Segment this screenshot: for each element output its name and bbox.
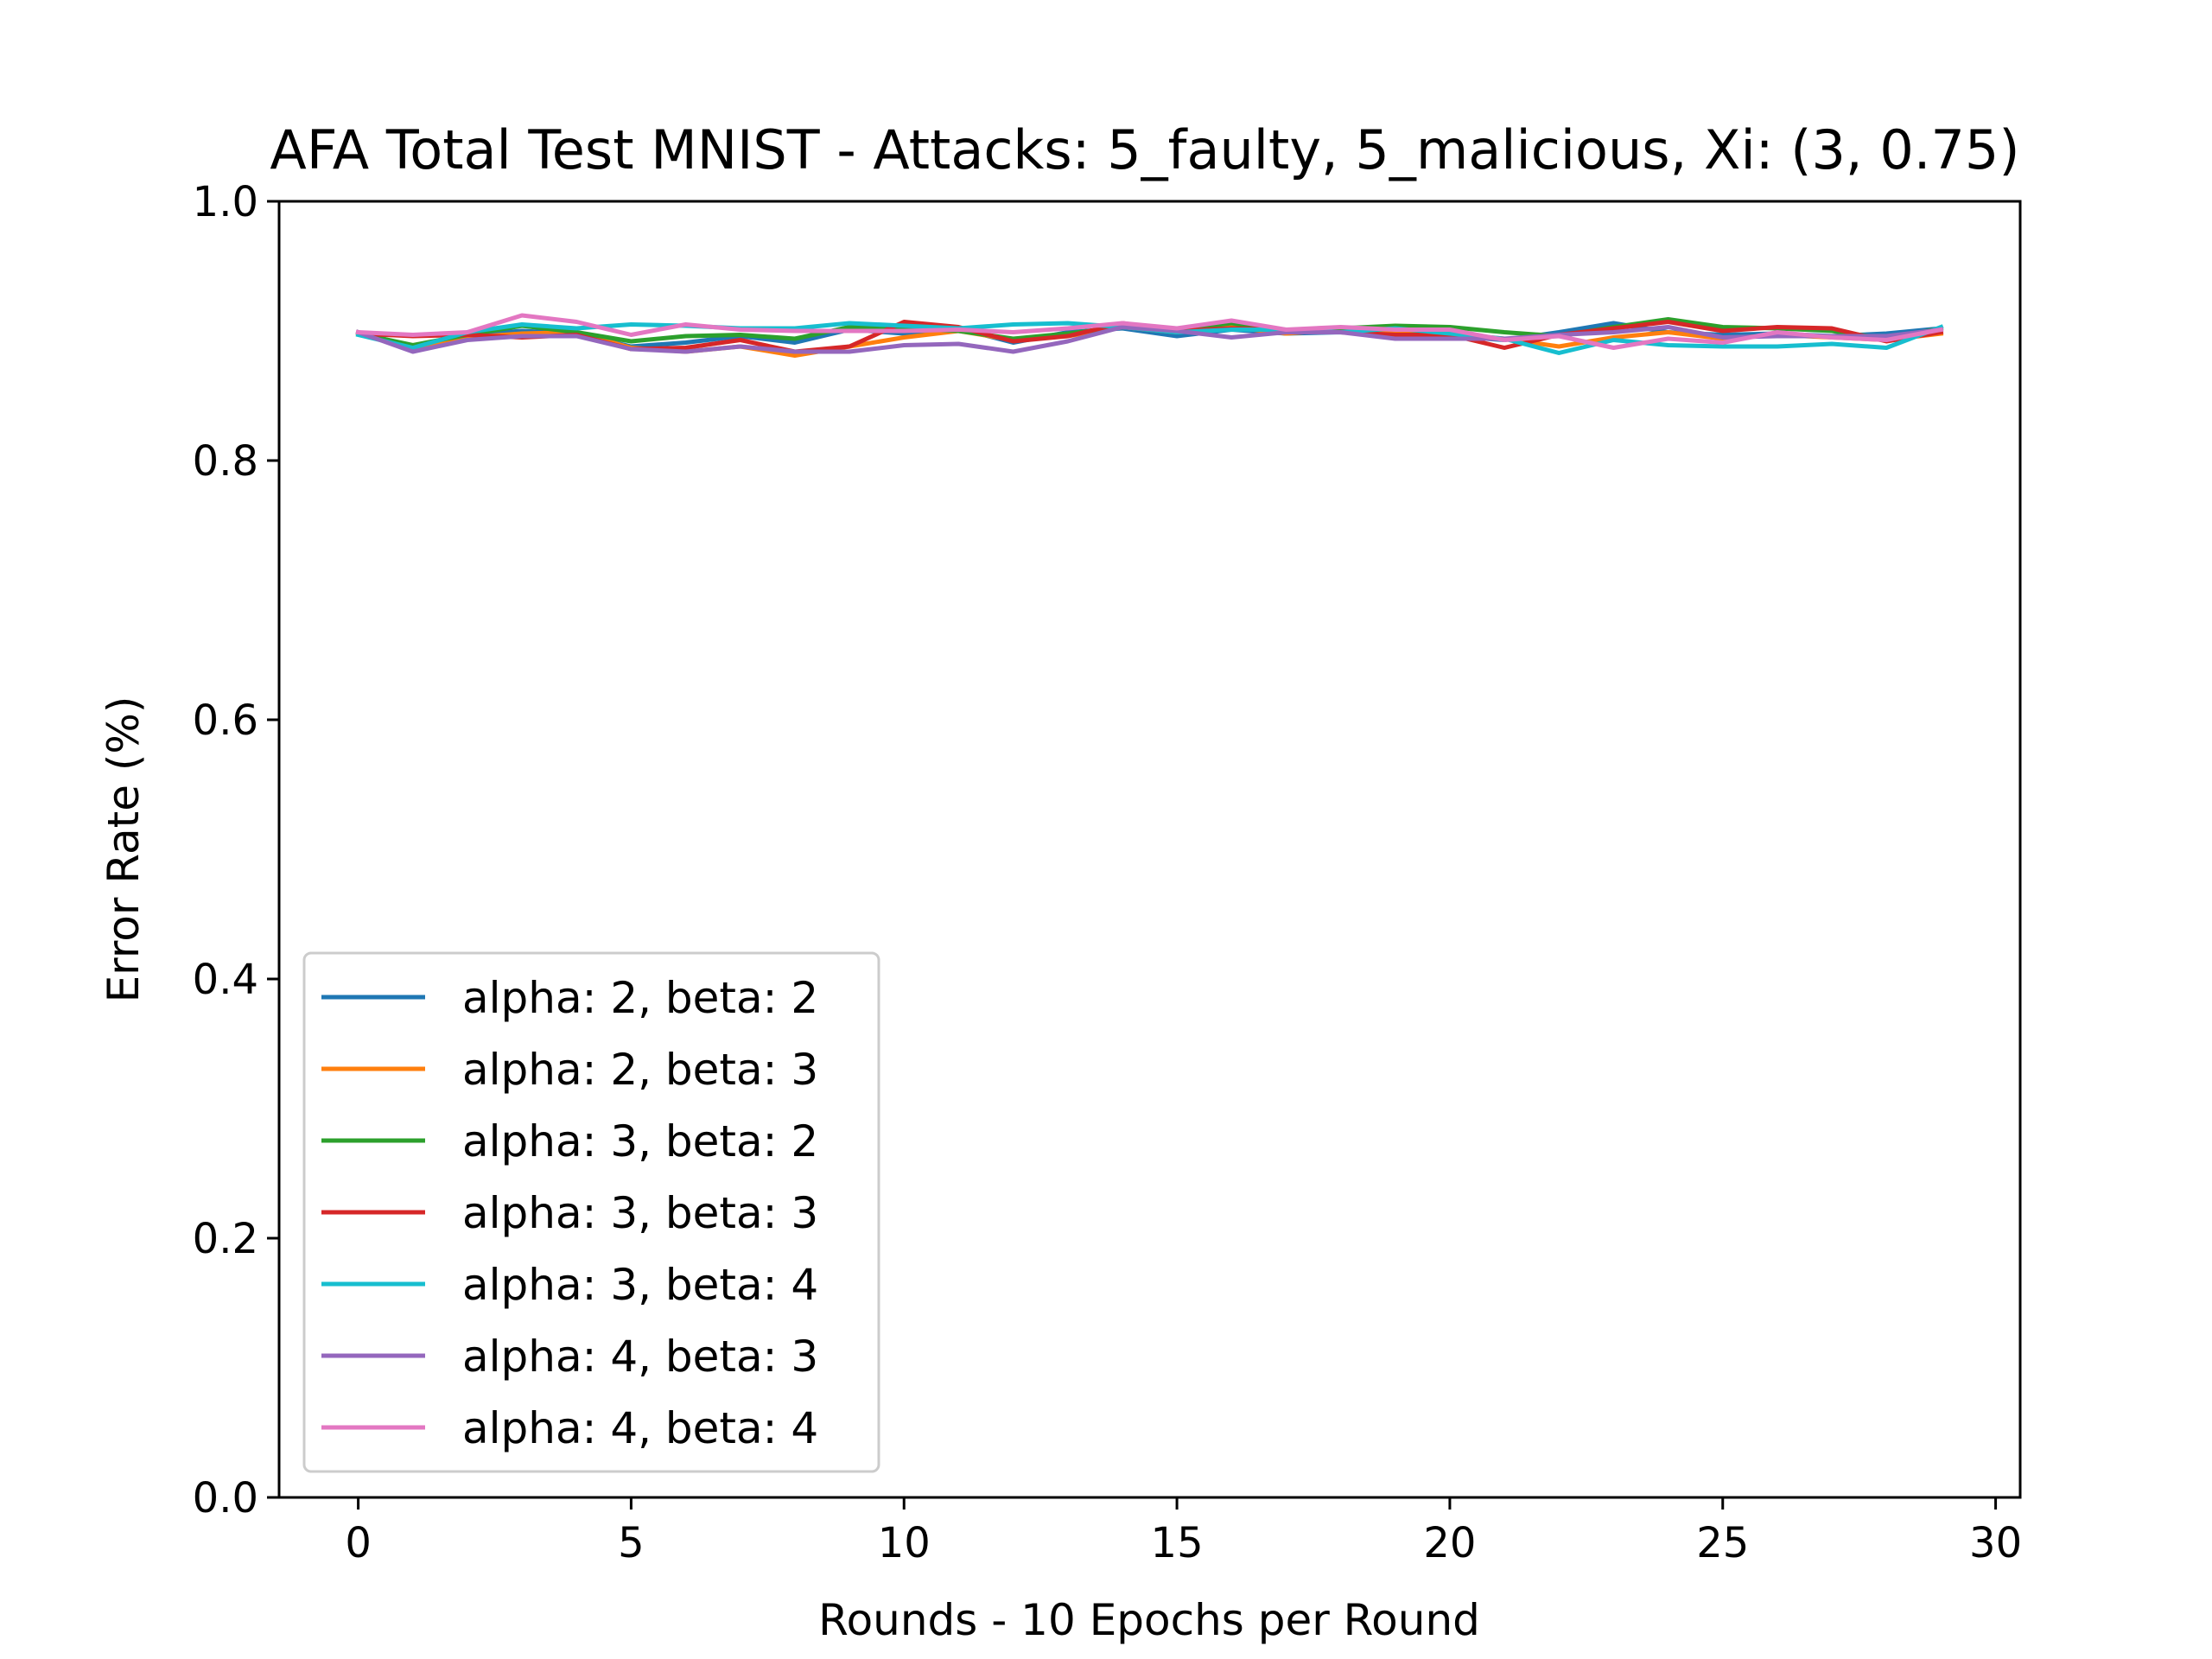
x-axis-label: Rounds - 10 Epochs per Round bbox=[818, 1595, 1480, 1645]
legend-box bbox=[302, 951, 880, 1473]
y-tick-label: 0.8 bbox=[193, 437, 258, 486]
legend: alpha: 2, beta: 2 alpha: 2, beta: 3 alpha:… bbox=[302, 951, 880, 1473]
series-layer bbox=[355, 313, 1944, 358]
x-tick-label: 30 bbox=[1969, 1519, 2022, 1567]
y-axis-ticks: 0.0 0.2 0.4 0.6 0.8 1.0 bbox=[193, 178, 279, 1522]
legend-label: alpha: 4, beta: 4 bbox=[462, 1403, 818, 1453]
x-tick-label: 20 bbox=[1423, 1519, 1476, 1567]
x-tick-label: 5 bbox=[618, 1519, 645, 1567]
x-tick-label: 0 bbox=[345, 1519, 372, 1567]
legend-label: alpha: 3, beta: 4 bbox=[462, 1260, 818, 1310]
x-tick-label: 25 bbox=[1696, 1519, 1749, 1567]
x-tick-label: 15 bbox=[1151, 1519, 1204, 1567]
y-tick-label: 0.2 bbox=[193, 1215, 258, 1263]
x-axis-ticks: 0 5 10 15 20 25 30 bbox=[345, 1497, 2022, 1567]
y-tick-label: 0.0 bbox=[193, 1474, 258, 1522]
legend-label: alpha: 3, beta: 3 bbox=[462, 1188, 818, 1238]
legend-label: alpha: 2, beta: 2 bbox=[462, 973, 818, 1023]
series-line-6 bbox=[355, 325, 1944, 354]
legend-label: alpha: 4, beta: 3 bbox=[462, 1332, 818, 1382]
series-line-7 bbox=[355, 313, 1944, 350]
y-tick-label: 0.6 bbox=[193, 696, 258, 745]
legend-items: alpha: 2, beta: 2 alpha: 2, beta: 3 alpha:… bbox=[321, 973, 818, 1453]
legend-label: alpha: 3, beta: 2 bbox=[462, 1116, 818, 1166]
plot-frame bbox=[277, 200, 2022, 1499]
y-tick-label: 0.4 bbox=[193, 956, 258, 1004]
y-axis-label: Error Rate (%) bbox=[99, 696, 149, 1003]
chart-title: AFA Total Test MNIST - Attacks: 5_faulty… bbox=[270, 118, 2019, 181]
x-tick-label: 10 bbox=[878, 1519, 931, 1567]
y-tick-label: 1.0 bbox=[193, 178, 258, 226]
legend-label: alpha: 2, beta: 3 bbox=[462, 1045, 818, 1095]
